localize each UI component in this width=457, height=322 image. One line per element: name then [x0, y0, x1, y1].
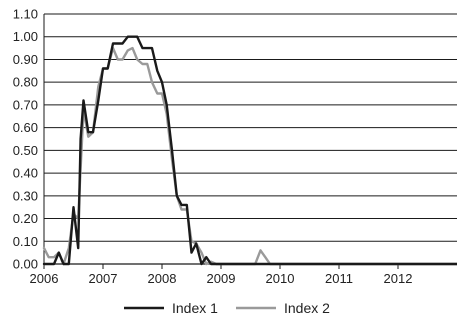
y-tick-label: 0.30: [13, 188, 38, 203]
y-tick-label: 0.60: [13, 120, 38, 135]
y-tick-label: 0.40: [13, 166, 38, 181]
y-tick-label: 0.50: [13, 143, 38, 158]
x-tick-label: 2008: [148, 271, 177, 286]
series-line-2: [42, 46, 457, 266]
x-tick-label: 2012: [384, 271, 413, 286]
y-tick-label: 0.00: [13, 257, 38, 272]
y-tick-label: 0.80: [13, 75, 38, 90]
series-line-1: [42, 35, 457, 266]
y-tick-label: 0.10: [13, 234, 38, 249]
y-tick-label: 1.10: [13, 7, 38, 22]
y-tick-label: 0.90: [13, 52, 38, 67]
legend: Index 1 Index 2: [124, 300, 330, 316]
x-tick-label: 2011: [325, 271, 353, 286]
y-tick-label: 1.00: [13, 29, 38, 44]
y-tick-labels: 0.00 0.10 0.20 0.30 0.40 0.50 0.60 0.70 0.80 0.90…: [13, 7, 38, 272]
x-tick-label: 2009: [207, 271, 236, 286]
series: [42, 35, 457, 266]
x-tick-label: 2006: [30, 271, 59, 286]
y-tick-label: 0.20: [13, 211, 38, 226]
legend-label-2: Index 2: [284, 300, 330, 316]
axes: [43, 14, 457, 269]
legend-label-1: Index 1: [172, 300, 218, 316]
y-tick-label: 0.70: [13, 97, 38, 112]
x-tick-label: 2007: [89, 271, 118, 286]
x-tick-label: 2010: [266, 271, 295, 286]
gridlines: [44, 13, 457, 242]
x-tick-labels: 2006 2007 2008 2009 2010 2011 2012: [30, 271, 413, 286]
